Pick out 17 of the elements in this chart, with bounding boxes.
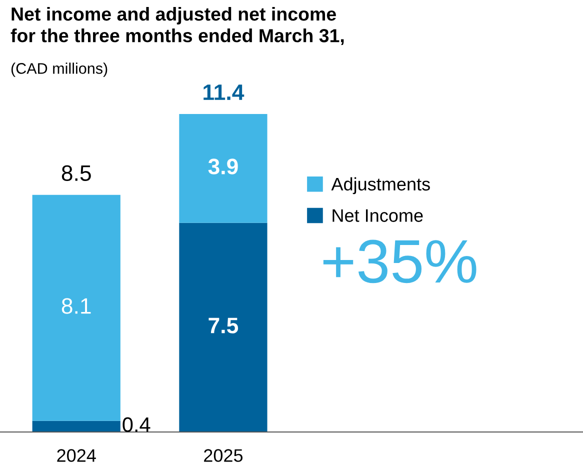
chart-subtitle: (CAD millions) bbox=[11, 62, 108, 77]
data-label: 3.9 bbox=[208, 158, 238, 174]
data-label: 8.1 bbox=[62, 298, 91, 314]
data-label: 7.5 bbox=[208, 318, 238, 334]
bar bbox=[32, 194, 120, 421]
legend-label: Net Income bbox=[332, 209, 423, 222]
text: +35% bbox=[323, 240, 476, 284]
total-label: 8.5 bbox=[62, 165, 91, 181]
total-label: 11.4 bbox=[204, 84, 244, 100]
bar bbox=[179, 222, 268, 432]
bar bbox=[32, 420, 120, 432]
bar bbox=[179, 114, 268, 223]
legend-label: Adjustments bbox=[331, 177, 430, 194]
chart-title: Net income and adjusted net income for the three months ended March 31, bbox=[10, 6, 344, 46]
data-label: 0.4 bbox=[122, 417, 150, 432]
x-tick-label: 2024 bbox=[57, 449, 96, 462]
x-tick-label: 2025 bbox=[204, 449, 243, 462]
